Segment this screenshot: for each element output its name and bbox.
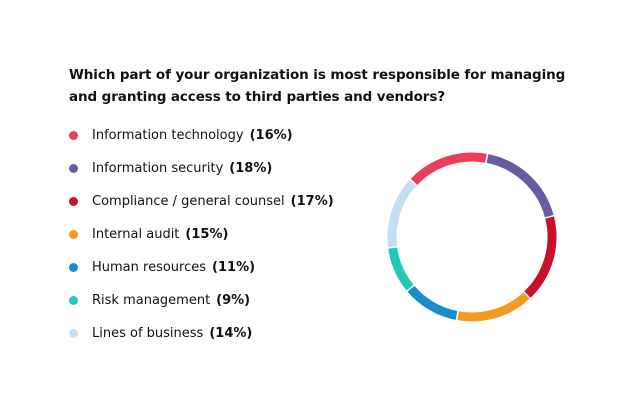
legend-swatch — [69, 230, 78, 239]
donut-chart — [383, 149, 559, 325]
legend-item: Information security (18%) — [69, 152, 334, 185]
legend-value: (15%) — [185, 227, 229, 242]
legend-value: (16%) — [249, 128, 293, 143]
legend-label: Human resources — [92, 260, 207, 275]
legend-value: (14%) — [209, 326, 253, 341]
legend-item: Risk management (9%) — [69, 284, 334, 317]
chart-title: Which part of your organization is most … — [69, 67, 566, 105]
legend-swatch — [69, 197, 78, 206]
slice-separator — [484, 149, 490, 168]
legend-swatch — [69, 329, 78, 338]
slice-separator — [454, 306, 460, 325]
donut-slice — [523, 215, 557, 299]
legend-item: Internal audit (15%) — [69, 218, 334, 251]
slice-separator — [540, 213, 559, 220]
legend-label: Risk management — [92, 293, 211, 308]
legend-item: Human resources (11%) — [69, 251, 334, 284]
legend-value: (18%) — [229, 161, 273, 176]
legend-label: Information security — [92, 161, 224, 176]
donut-slice — [485, 153, 554, 219]
chart-legend: Information technology (16%) Information s… — [69, 119, 334, 350]
legend-value: (11%) — [212, 260, 256, 275]
legend-value: (9%) — [216, 293, 251, 308]
legend-item: Information technology (16%) — [69, 119, 334, 152]
donut-slice — [388, 246, 415, 292]
legend-item: Lines of business (14%) — [69, 317, 334, 350]
legend-swatch — [69, 131, 78, 140]
legend-swatch — [69, 164, 78, 173]
slice-separator — [383, 245, 402, 250]
slice-separator — [403, 281, 418, 295]
slice-separator — [520, 288, 534, 303]
donut-slice — [410, 152, 488, 186]
donut-slice — [456, 291, 531, 322]
slice-separator — [406, 175, 421, 190]
legend-label: Compliance / general counsel — [92, 194, 285, 209]
legend-label: Internal audit — [92, 227, 180, 242]
legend-item: Compliance / general counsel (17%) — [69, 185, 334, 218]
legend-swatch — [69, 263, 78, 272]
legend-value: (17%) — [290, 194, 334, 209]
donut-slice — [407, 285, 459, 321]
donut-slice — [387, 179, 417, 248]
legend-swatch — [69, 296, 78, 305]
legend-label: Information technology — [92, 128, 244, 143]
legend-label: Lines of business — [92, 326, 204, 341]
